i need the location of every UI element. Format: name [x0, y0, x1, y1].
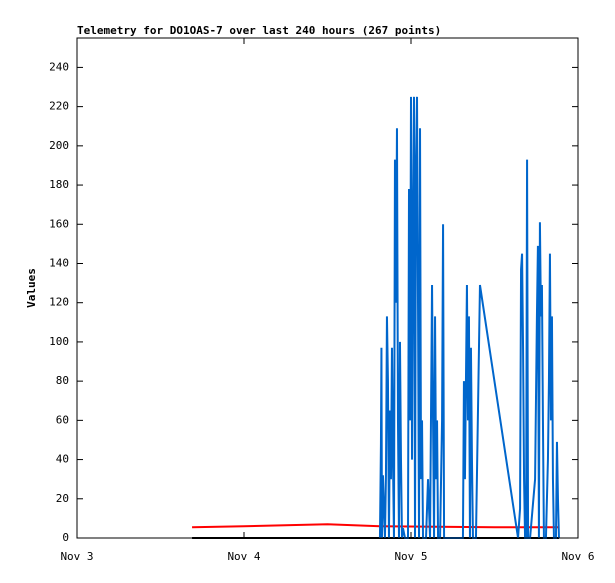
x-tick-label: Nov 6 — [561, 550, 594, 563]
y-axis-label: Values — [25, 268, 38, 308]
y-tick-label: 0 — [62, 531, 69, 544]
y-tick-label: 60 — [56, 413, 69, 426]
y-tick-label: 20 — [56, 492, 69, 505]
x-tick-label: Nov 4 — [227, 550, 260, 563]
plot-frame — [76, 37, 579, 539]
y-tick-label: 180 — [49, 178, 69, 191]
series-line — [378, 96, 560, 539]
y-tick-label: 80 — [56, 374, 69, 387]
y-tick-label: 200 — [49, 139, 69, 152]
y-tick-label: 240 — [49, 60, 69, 73]
y-tick-label: 100 — [49, 335, 69, 348]
y-tick-label: 220 — [49, 100, 69, 113]
chart-title: Telemetry for DO1OAS-7 over last 240 hou… — [77, 24, 441, 37]
y-tick-label: 140 — [49, 256, 69, 269]
y-tick-label: 40 — [56, 453, 69, 466]
y-tick-label: 160 — [49, 217, 69, 230]
x-tick-label: Nov 5 — [394, 550, 427, 563]
y-tick-label: 120 — [49, 296, 69, 309]
x-tick-label: Nov 3 — [60, 550, 93, 563]
series-line — [192, 523, 559, 529]
